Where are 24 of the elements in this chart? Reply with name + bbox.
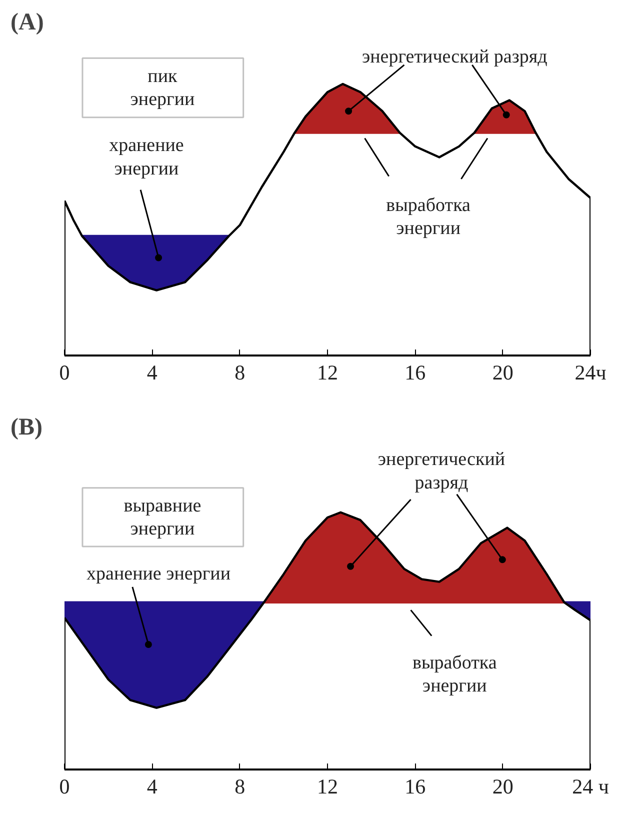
text: энергетический разряд bbox=[378, 449, 506, 494]
x-tick-label: 20 bbox=[492, 774, 514, 798]
x-tick-label: 12 bbox=[317, 774, 338, 798]
annotation: выработка энергии bbox=[386, 194, 472, 240]
chart-title: (A) bbox=[10, 10, 44, 36]
annotation: выработка энергии bbox=[412, 652, 498, 696]
x-tick-label: 12 bbox=[317, 360, 338, 384]
annotation: выравние энергии bbox=[124, 495, 202, 540]
annotation: хранение энергии bbox=[109, 135, 184, 180]
x-tick-label: 16 bbox=[404, 774, 426, 798]
chart-title: (B) bbox=[10, 414, 42, 440]
annotation: хранение энергии bbox=[86, 564, 231, 585]
x-tick-label: 16 bbox=[404, 360, 426, 384]
x-tick-label: 0 bbox=[59, 774, 70, 798]
x-tick-label: 8 bbox=[234, 774, 246, 798]
x-tick-label: 4 bbox=[146, 774, 158, 798]
x-tick-label: 24ч bbox=[574, 360, 607, 384]
x-tick-label: 8 bbox=[234, 360, 246, 384]
text: энергетический разряд bbox=[362, 46, 548, 68]
x-tick-label: 24 ч bbox=[572, 774, 610, 798]
x-tick-label: 0 bbox=[59, 360, 70, 384]
x-tick-label: 4 bbox=[146, 360, 158, 384]
x-tick-label: 20 bbox=[492, 360, 514, 384]
annotation: пик энергии bbox=[130, 66, 195, 110]
